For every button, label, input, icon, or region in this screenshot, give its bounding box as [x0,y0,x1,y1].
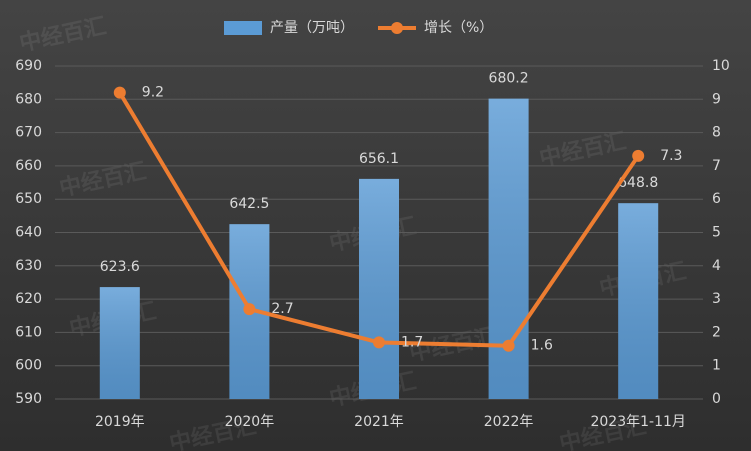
y2-tick-label: 4 [712,258,721,274]
line-value-label: 2.7 [271,301,293,317]
legend-label: 增长（%） [424,20,493,36]
y2-tick-label: 10 [712,58,730,74]
y-tick-label: 680 [15,91,42,107]
y-tick-label: 610 [15,324,42,340]
y-tick-label: 590 [15,391,42,407]
x-tick-label: 2019年 [95,414,145,430]
bar-value-label: 623.6 [100,259,140,275]
y2-tick-label: 8 [712,125,721,141]
bar-shade [488,98,529,399]
line-marker [502,339,515,352]
bar-value-label: 656.1 [359,151,399,167]
line-marker [243,303,256,316]
y-tick-label: 630 [15,258,42,274]
legend-swatch [391,22,403,34]
y2-tick-label: 1 [712,358,721,374]
y-tick-label: 650 [15,191,42,207]
bar-value-label: 642.5 [229,196,269,212]
line-marker [632,149,645,162]
line-value-label: 9.2 [142,85,164,101]
y-tick-label: 660 [15,158,42,174]
y2-tick-label: 9 [712,91,721,107]
y-tick-label: 670 [15,125,42,141]
y2-tick-label: 3 [712,291,721,307]
bar-shade [618,203,659,399]
legend-swatch [224,21,262,35]
line-value-label: 1.7 [401,334,423,350]
line-marker [113,86,126,99]
bar-shade [359,178,399,399]
y-tick-label: 690 [15,58,42,74]
y2-tick-label: 6 [712,191,721,207]
y2-tick-label: 0 [712,391,721,407]
y-tick-label: 640 [15,225,42,241]
legend-label: 产量（万吨） [270,20,354,36]
bar-value-label: 680.2 [489,71,529,87]
line-marker [373,336,385,349]
x-tick-label: 2023年1-11月 [590,414,685,430]
y2-tick-label: 5 [712,225,721,241]
bar-shade [99,287,140,399]
line-value-label: 7.3 [660,148,682,164]
y2-tick-label: 7 [712,158,721,174]
x-tick-label: 2020年 [225,414,275,430]
bar-value-label: 648.8 [618,175,658,191]
y-tick-label: 600 [15,358,42,374]
line-value-label: 1.6 [531,338,553,354]
y2-tick-label: 2 [712,324,721,340]
x-tick-label: 2022年 [484,414,534,430]
y-tick-label: 620 [15,291,42,307]
x-tick-label: 2021年 [354,414,404,430]
